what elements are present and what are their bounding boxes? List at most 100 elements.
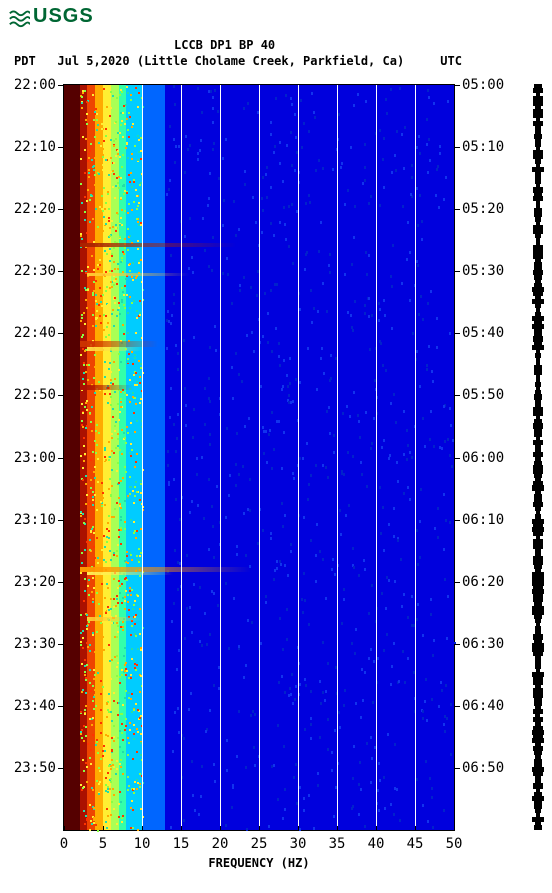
noise-px [432, 380, 434, 383]
noise-px [117, 309, 119, 311]
noise-px [93, 708, 95, 710]
noise-px [107, 522, 109, 524]
noise-px [364, 825, 366, 828]
noise-px [199, 640, 201, 643]
noise-px [246, 828, 248, 831]
noise-px [260, 642, 262, 645]
noise-px [100, 622, 102, 624]
noise-px [106, 583, 108, 585]
noise-px [310, 474, 312, 477]
noise-px [212, 525, 214, 528]
noise-px [117, 182, 119, 184]
noise-px [212, 148, 214, 151]
noise-px [129, 401, 131, 403]
noise-px [391, 665, 393, 668]
noise-px [136, 384, 138, 386]
noise-px [352, 547, 354, 550]
noise-px [211, 505, 213, 508]
noise-px [120, 801, 122, 803]
noise-px [431, 787, 433, 790]
noise-px [111, 270, 113, 272]
noise-px [107, 709, 109, 711]
ytick-right: 05:30 [462, 263, 504, 279]
noise-px [103, 649, 105, 651]
noise-px [93, 269, 95, 271]
noise-px [166, 319, 168, 322]
noise-px [83, 522, 85, 524]
noise-px [80, 320, 82, 322]
noise-px [315, 554, 317, 557]
ytick-right: 06:20 [462, 574, 504, 590]
noise-px [384, 807, 386, 810]
noise-px [275, 327, 277, 330]
noise-px [419, 385, 421, 388]
noise-px [364, 304, 366, 307]
noise-px [102, 210, 104, 212]
noise-px [244, 170, 246, 173]
noise-px [83, 600, 85, 602]
noise-px [339, 509, 341, 512]
noise-px [138, 260, 140, 262]
noise-px [108, 644, 110, 646]
noise-px [320, 702, 322, 705]
noise-px [407, 221, 409, 224]
noise-px [130, 698, 132, 700]
noise-px [282, 180, 284, 183]
noise-px [131, 276, 133, 278]
noise-px [133, 733, 135, 735]
noise-px [95, 108, 97, 110]
noise-px [110, 382, 112, 384]
noise-px [235, 463, 237, 466]
noise-px [101, 804, 103, 806]
noise-px [362, 699, 364, 702]
noise-px [137, 221, 139, 223]
noise-px [338, 711, 340, 714]
noise-px [104, 376, 106, 378]
noise-px [131, 589, 133, 591]
noise-px [438, 206, 440, 209]
noise-px [191, 760, 193, 763]
noise-px [96, 119, 98, 121]
noise-px [100, 295, 102, 297]
noise-px [424, 700, 426, 703]
noise-px [127, 249, 129, 251]
noise-px [250, 286, 252, 289]
noise-px [290, 550, 292, 553]
noise-px [107, 815, 109, 817]
noise-px [124, 307, 126, 309]
noise-px [132, 809, 134, 811]
noise-px [393, 393, 395, 396]
noise-px [281, 388, 283, 391]
noise-px [250, 714, 252, 717]
noise-px [97, 557, 99, 559]
noise-px [262, 176, 264, 179]
noise-px [110, 281, 112, 283]
noise-px [124, 466, 126, 468]
noise-px [109, 362, 111, 364]
noise-px [390, 88, 392, 91]
noise-px [420, 488, 422, 491]
noise-px [364, 166, 366, 169]
noise-px [122, 621, 124, 623]
noise-px [116, 655, 118, 657]
noise-px [168, 483, 170, 486]
noise-px [275, 97, 277, 100]
noise-px [386, 633, 388, 636]
noise-px [449, 454, 451, 457]
noise-px [172, 750, 174, 753]
noise-px [255, 221, 257, 224]
noise-px [354, 300, 356, 303]
ytick-left: 22:30 [14, 263, 56, 279]
noise-px [125, 690, 127, 692]
noise-px [110, 768, 112, 770]
noise-px [117, 462, 119, 464]
ytick-left: 22:40 [14, 325, 56, 341]
noise-px [113, 452, 115, 454]
noise-px [81, 403, 83, 405]
noise-px [198, 813, 200, 816]
noise-px [381, 592, 383, 595]
noise-px [93, 669, 95, 671]
noise-px [92, 94, 94, 96]
noise-px [109, 248, 111, 250]
noise-px [328, 406, 330, 409]
